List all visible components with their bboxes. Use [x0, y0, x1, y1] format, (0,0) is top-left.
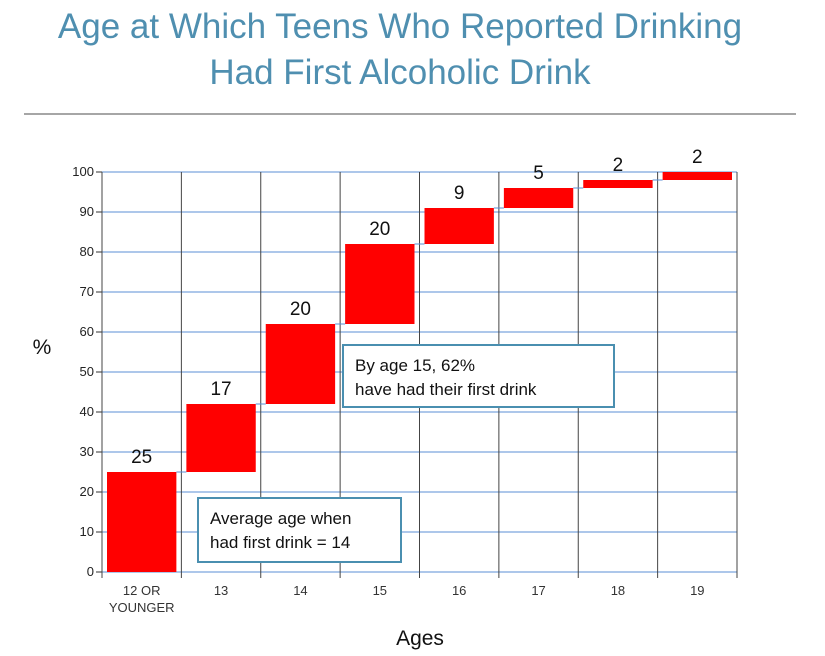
x-tick-label: 16 — [452, 583, 466, 598]
y-tick-label: 60 — [80, 324, 94, 339]
y-axis-label: % — [33, 336, 52, 359]
annotation-box — [342, 344, 615, 408]
y-tick-label: 50 — [80, 364, 94, 379]
bar-1 — [107, 472, 177, 572]
bar-4 — [345, 244, 415, 324]
bar-8 — [662, 172, 732, 180]
y-tick-label: 20 — [80, 484, 94, 499]
y-tick-label: 40 — [80, 404, 94, 419]
x-tick-label: 17 — [531, 583, 545, 598]
data-label: 2 — [613, 155, 624, 176]
annotation-text: have had their first drink — [355, 380, 537, 399]
x-tick-label: 15 — [373, 583, 387, 598]
x-tick-label: YOUNGER — [109, 600, 175, 615]
data-label: 20 — [369, 219, 390, 240]
chart-title-line-2: Had First Alcoholic Drink — [209, 53, 591, 92]
y-tick-label: 100 — [72, 164, 94, 179]
data-label: 2 — [692, 147, 703, 168]
annotation-text: By age 15, 62% — [355, 356, 475, 375]
bar-3 — [265, 324, 336, 404]
annotation-text: Average age when — [210, 509, 351, 528]
x-tick-label: 19 — [690, 583, 704, 598]
title-divider — [24, 113, 796, 115]
bar-2 — [186, 404, 256, 472]
y-tick-label: 10 — [80, 524, 94, 539]
data-label: 17 — [210, 379, 231, 400]
x-tick-label: 18 — [611, 583, 625, 598]
x-tick-label: 14 — [293, 583, 307, 598]
y-tick-label: 90 — [80, 204, 94, 219]
bar-6 — [503, 188, 574, 208]
chart-title: Age at Which Teens Who Reported Drinking… — [0, 4, 800, 96]
y-tick-label: 80 — [80, 244, 94, 259]
bar-5 — [424, 208, 494, 244]
bar-7 — [583, 180, 653, 188]
y-tick-label: 30 — [80, 444, 94, 459]
annotation-text: had first drink = 14 — [210, 533, 350, 552]
annotation-box — [197, 497, 402, 563]
x-tick-label: 13 — [214, 583, 228, 598]
x-axis-label: Ages — [396, 627, 444, 650]
data-label: 20 — [290, 299, 311, 320]
y-tick-label: 0 — [87, 564, 94, 579]
x-tick-label: 12 OR — [123, 583, 161, 598]
chart-title-line-1: Age at Which Teens Who Reported Drinking — [57, 7, 743, 46]
data-label: 25 — [131, 447, 152, 468]
data-label: 9 — [454, 183, 465, 204]
data-label: 5 — [533, 163, 544, 184]
y-tick-label: 70 — [80, 284, 94, 299]
